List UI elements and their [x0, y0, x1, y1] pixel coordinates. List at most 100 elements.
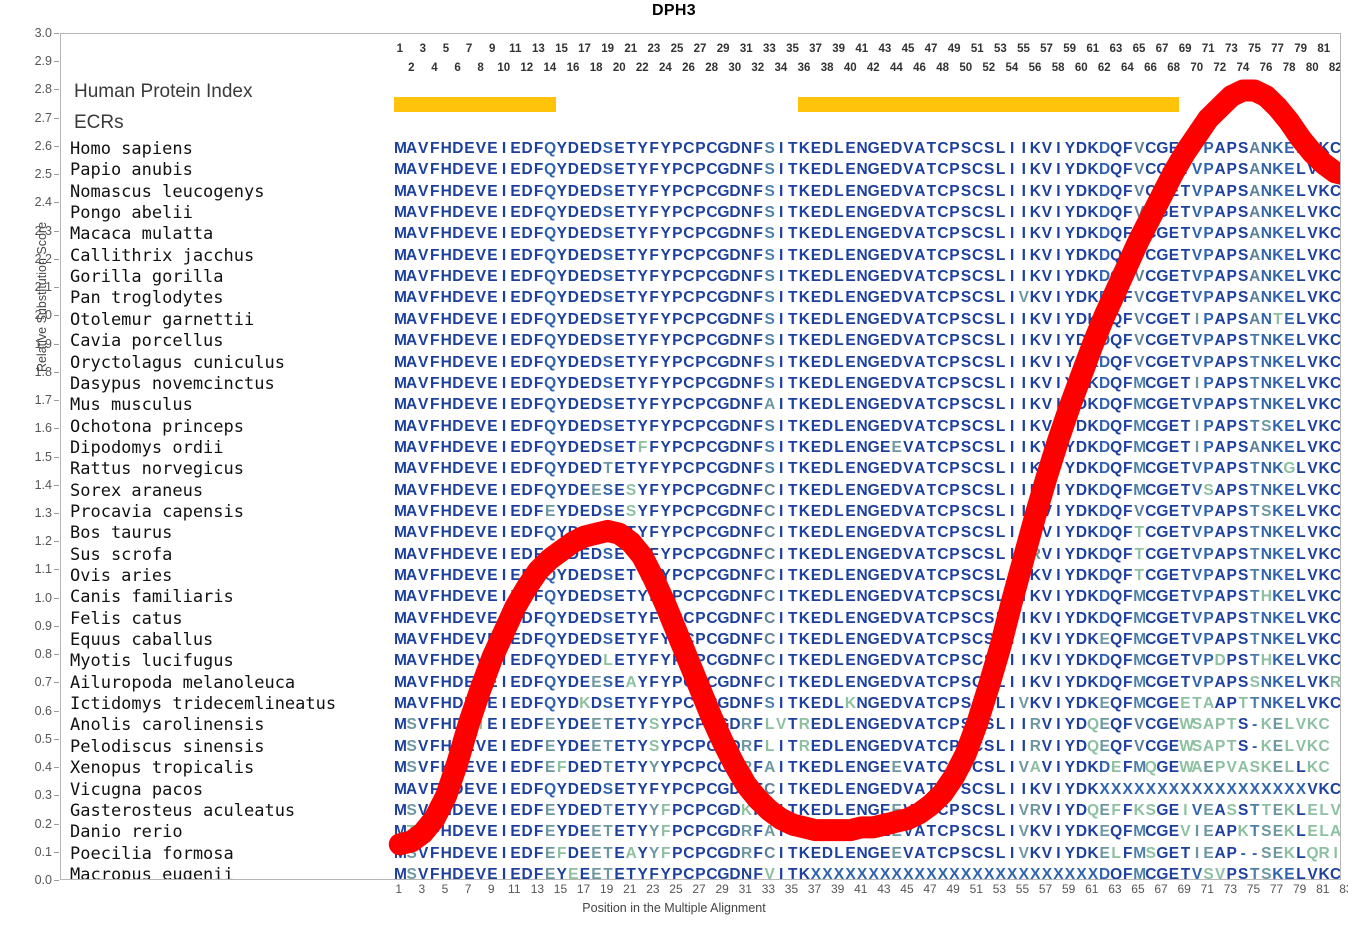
residue: E [1272, 737, 1283, 755]
residue: K [798, 374, 810, 392]
residue: I [501, 780, 506, 798]
residue: A [914, 204, 925, 222]
residue: A [914, 823, 925, 841]
residue: E [810, 289, 821, 307]
residue: L [1296, 502, 1306, 520]
residue: I [1056, 225, 1060, 243]
residue: E [464, 481, 474, 499]
residue: E [579, 588, 590, 606]
residue: V [417, 545, 428, 563]
residue: F [753, 567, 763, 584]
residue: D [1075, 524, 1087, 542]
residue: Y [556, 673, 567, 691]
residue: C [937, 588, 948, 606]
residue: Y [556, 524, 567, 542]
residue: Y [637, 609, 648, 627]
residue: E [510, 716, 521, 734]
residue: V [1191, 353, 1202, 371]
residue: Y [637, 396, 648, 414]
residue: I [1010, 460, 1014, 478]
residue: E [545, 844, 555, 862]
residue: P [949, 268, 960, 286]
residue: D [1075, 780, 1087, 798]
residue: Y [556, 631, 567, 649]
residue: A [1249, 246, 1260, 264]
residue: E [1168, 246, 1179, 264]
residue: I [1010, 225, 1014, 243]
residue: P [695, 609, 705, 627]
residue: I [779, 481, 783, 499]
residue: P [695, 396, 705, 414]
residue: C [937, 481, 948, 499]
residue: E [579, 417, 590, 435]
residue: C [683, 268, 694, 286]
residue: M [1133, 823, 1146, 841]
position-number: 46 [913, 62, 926, 74]
residue: A [1214, 823, 1226, 841]
y-tick-mark [54, 287, 59, 289]
residue: P [949, 332, 960, 350]
residue: D [891, 609, 902, 627]
residue: C [937, 609, 948, 627]
residue: I [501, 823, 506, 841]
residue: F [649, 417, 659, 435]
residue: D [729, 268, 740, 286]
residue: K [1087, 588, 1099, 606]
residue: I [779, 545, 783, 563]
residue: T [626, 374, 636, 392]
residue: T [788, 140, 797, 157]
y-tick-mark [54, 33, 59, 34]
residue: V [1041, 737, 1052, 755]
residue: I [1010, 801, 1014, 819]
x-tick-label: 31 [738, 882, 752, 896]
residue: T [926, 353, 936, 371]
residue: X [1099, 780, 1110, 798]
residue: C [937, 737, 948, 755]
residue: K [1272, 567, 1283, 584]
residue: C [764, 652, 775, 670]
residue: S [960, 204, 971, 222]
residue: V [475, 609, 486, 627]
residue: F [753, 140, 763, 157]
residue: E [487, 417, 498, 435]
residue: L [995, 225, 1005, 243]
residue: V [1307, 865, 1318, 880]
residue: L [1296, 673, 1306, 691]
residue: G [717, 865, 729, 880]
species-name: Xenopus tropicalis [70, 758, 255, 779]
residue: D [891, 716, 902, 734]
residue: Y [556, 737, 567, 755]
residue: M [1133, 588, 1146, 606]
residue: P [949, 844, 960, 862]
x-axis-label: Position in the Multiple Alignment [582, 901, 766, 915]
residue: S [602, 502, 613, 520]
residue: D [452, 502, 463, 520]
residue: T [926, 417, 936, 435]
residue: S [602, 310, 613, 328]
residue: D [891, 545, 902, 563]
residue: V [1041, 225, 1052, 243]
residue: E [1272, 801, 1283, 819]
residue: Y [637, 801, 648, 819]
residue: E [510, 289, 521, 307]
residue: E [464, 502, 474, 520]
residue: V [1295, 737, 1306, 755]
x-tick-label: 35 [784, 882, 799, 896]
residue: A [1214, 289, 1226, 307]
residue: G [717, 204, 729, 222]
residue: I [779, 567, 783, 584]
residue: C [971, 268, 983, 286]
residue: I [1056, 460, 1060, 478]
residue: A [914, 460, 925, 478]
residue: Y [1064, 673, 1075, 691]
residue: S [983, 204, 994, 222]
residue: E [810, 374, 821, 392]
residue: D [590, 631, 602, 649]
residue: C [706, 865, 717, 880]
residue: V [1018, 759, 1029, 777]
residue: K [1318, 161, 1330, 179]
residue: S [764, 374, 775, 392]
residue: L [995, 844, 1005, 862]
residue: E [1168, 631, 1179, 649]
residue: C [971, 332, 983, 350]
